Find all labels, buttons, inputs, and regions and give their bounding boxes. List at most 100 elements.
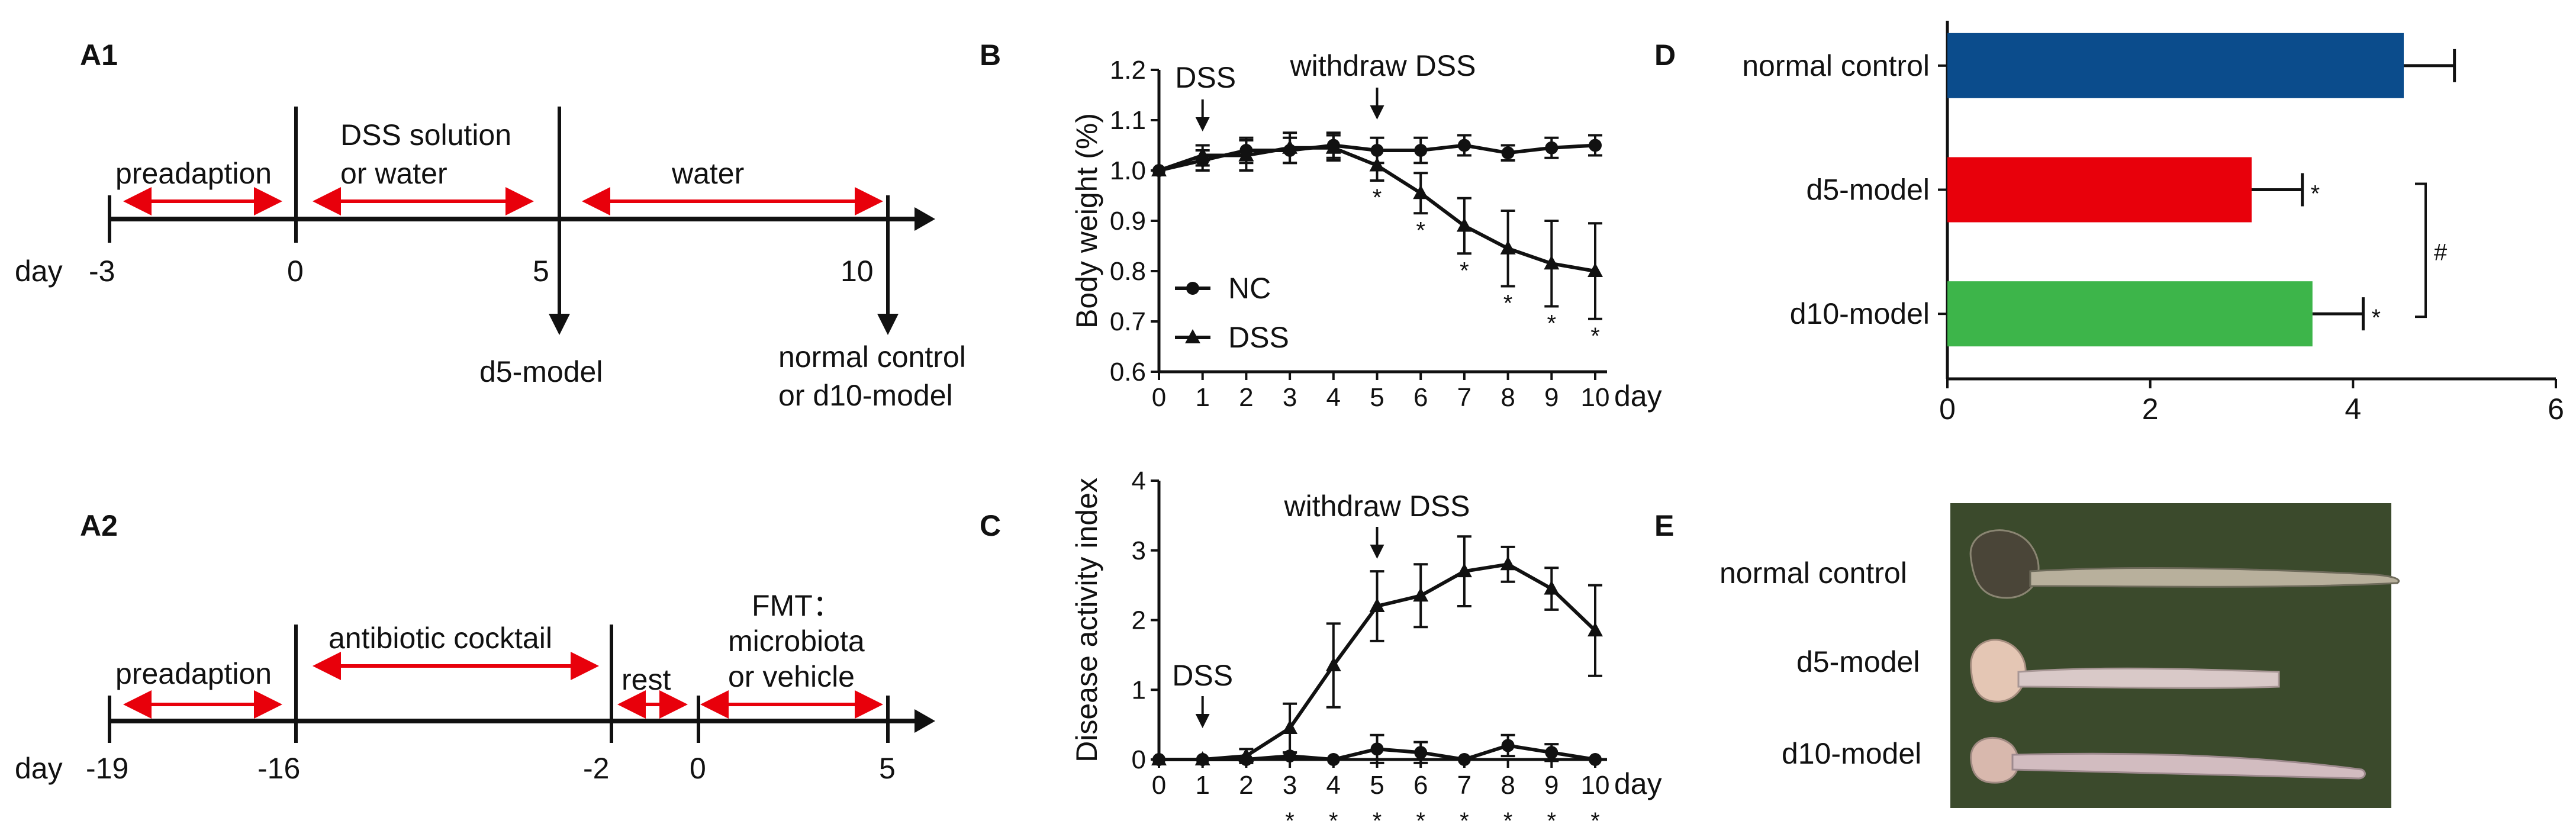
x-tick-label: 10 [1581,383,1610,412]
x-tick-label: 0 [1152,383,1166,412]
a1-outcome-nc: normal control [778,340,966,374]
data-point-nc [1370,742,1384,756]
significance-star: * [2371,305,2381,331]
panel-label-a1: A1 [80,38,118,72]
legend-label-nc: NC [1228,272,1271,305]
annotation-label: DSS [1175,61,1236,94]
timeline-a1-arrowhead [915,207,935,231]
a1-outcome-d10: or d10-model [778,379,953,412]
data-point-nc [1457,139,1471,152]
a1-label-preadaption: preadaption [115,157,272,190]
legend-marker-nc [1186,282,1199,295]
data-point-dss [1194,751,1210,765]
x-tick-label: 0 [1152,771,1166,800]
significance-star: * [1590,323,1600,349]
data-point-dss [1588,263,1603,277]
x-tick-label: 8 [1500,383,1515,412]
a2-label-fmt: FMT： [752,589,842,622]
y-tick-label: 0.6 [1110,358,1146,387]
significance-star: * [1547,808,1557,834]
y-tick-label: 1.2 [1110,56,1146,85]
panel-label-a2: A2 [80,509,118,542]
x-tick-label: 2 [2142,392,2159,426]
chart-d-bar: 0 2 4 6 normal control d5-model * d10-model * # [1742,21,2564,426]
a2-label-preadaption: preadaption [115,657,272,690]
x-tick-label: 6 [2548,392,2564,426]
data-point-dss [1544,255,1560,270]
y-tick-label: 0.7 [1110,307,1146,336]
data-point-dss [1282,720,1298,735]
panel-label-d: D [1654,38,1676,72]
significance-star: * [2311,181,2320,207]
data-point-nc [1326,753,1340,766]
y-tick-label: 4 [1132,466,1146,495]
x-tick-label: 2 [1239,383,1253,412]
data-point-nc [1457,753,1471,766]
timeline-a2: preadaption antibiotic cocktail rest FMT… [15,589,935,785]
photo-colon-d10 [2011,752,2366,780]
x-tick-label: 10 [1581,771,1610,800]
photo-colon-tissue: normal control d5-model d10-model [1720,503,2400,808]
x-tick-label: 6 [1413,383,1428,412]
y-tick-label: 1 [1132,675,1146,704]
y-tick-label: 3 [1132,536,1146,565]
a2-label-rest: rest [622,663,671,696]
annotation-label: withdraw DSS [1290,49,1476,82]
x-tick-label: 9 [1544,771,1559,800]
annotation-label: withdraw DSS [1284,490,1470,523]
a1-day-unit: day [15,255,63,288]
data-point-dss [1413,587,1429,602]
a2-day-tick: -19 [86,752,128,785]
annotation-label: DSS [1172,659,1233,692]
category-label: d10-model [1790,297,1930,330]
data-point-dss [1238,748,1254,762]
data-point-dss [1194,147,1210,162]
photo-label-d10: d10-model [1782,737,1921,770]
a1-label-dss-2: or water [340,157,447,190]
significance-star: * [1416,217,1425,243]
significance-star: * [1416,808,1425,834]
data-point-nc [1501,146,1515,160]
data-point-dss [1369,597,1385,612]
photo-cecum-d10 [1970,736,2020,784]
data-point-dss [1151,751,1167,765]
y-tick-label: 2 [1132,606,1146,635]
data-point-dss [1456,563,1472,578]
a1-label-dss-1: DSS solution [340,118,511,152]
x-tick-label: 0 [1939,392,1956,426]
a1-day-tick: 0 [287,255,304,288]
panel-label-c: C [980,509,1001,542]
a2-day-unit: day [15,752,63,785]
x-tick-label: 4 [1326,383,1341,412]
data-point-dss [1456,217,1472,232]
x-tick-label: 7 [1457,771,1471,800]
data-point-dss [1369,157,1385,172]
x-tick-label: 1 [1195,771,1209,800]
data-point-dss [1413,185,1429,199]
a2-day-tick: 0 [690,752,706,785]
legend-marker-dss [1185,329,1200,343]
data-point-nc [1545,141,1559,155]
panel-label-b: B [980,38,1001,72]
data-point-dss [1325,139,1341,154]
photo-label-nc: normal control [1720,556,1907,590]
data-point-dss [1151,162,1167,176]
x-tick-label: 5 [1370,383,1384,412]
significance-hash: # [2434,239,2448,265]
category-label: normal control [1742,49,1930,82]
data-point-nc [1589,139,1602,152]
significance-star: * [1503,291,1513,317]
a1-label-water: water [671,157,744,190]
x-tick-label: 2 [1239,771,1253,800]
data-point-dss [1588,622,1603,637]
photo-cecum-d5 [1970,639,2027,703]
timeline-a1: preadaption DSS solution or water water … [15,107,966,412]
chart-b-body-weight: 0.6 0.7 0.8 0.9 1.0 1.1 1.2 0 1 2 3 4 5 6 7 8 9 10 day Body… [1070,49,1662,413]
timeline-a2-arrowhead [915,709,935,733]
legend-label-dss: DSS [1228,321,1289,354]
y-tick-label: 0.8 [1110,257,1146,286]
a2-day-tick: -16 [257,752,300,785]
